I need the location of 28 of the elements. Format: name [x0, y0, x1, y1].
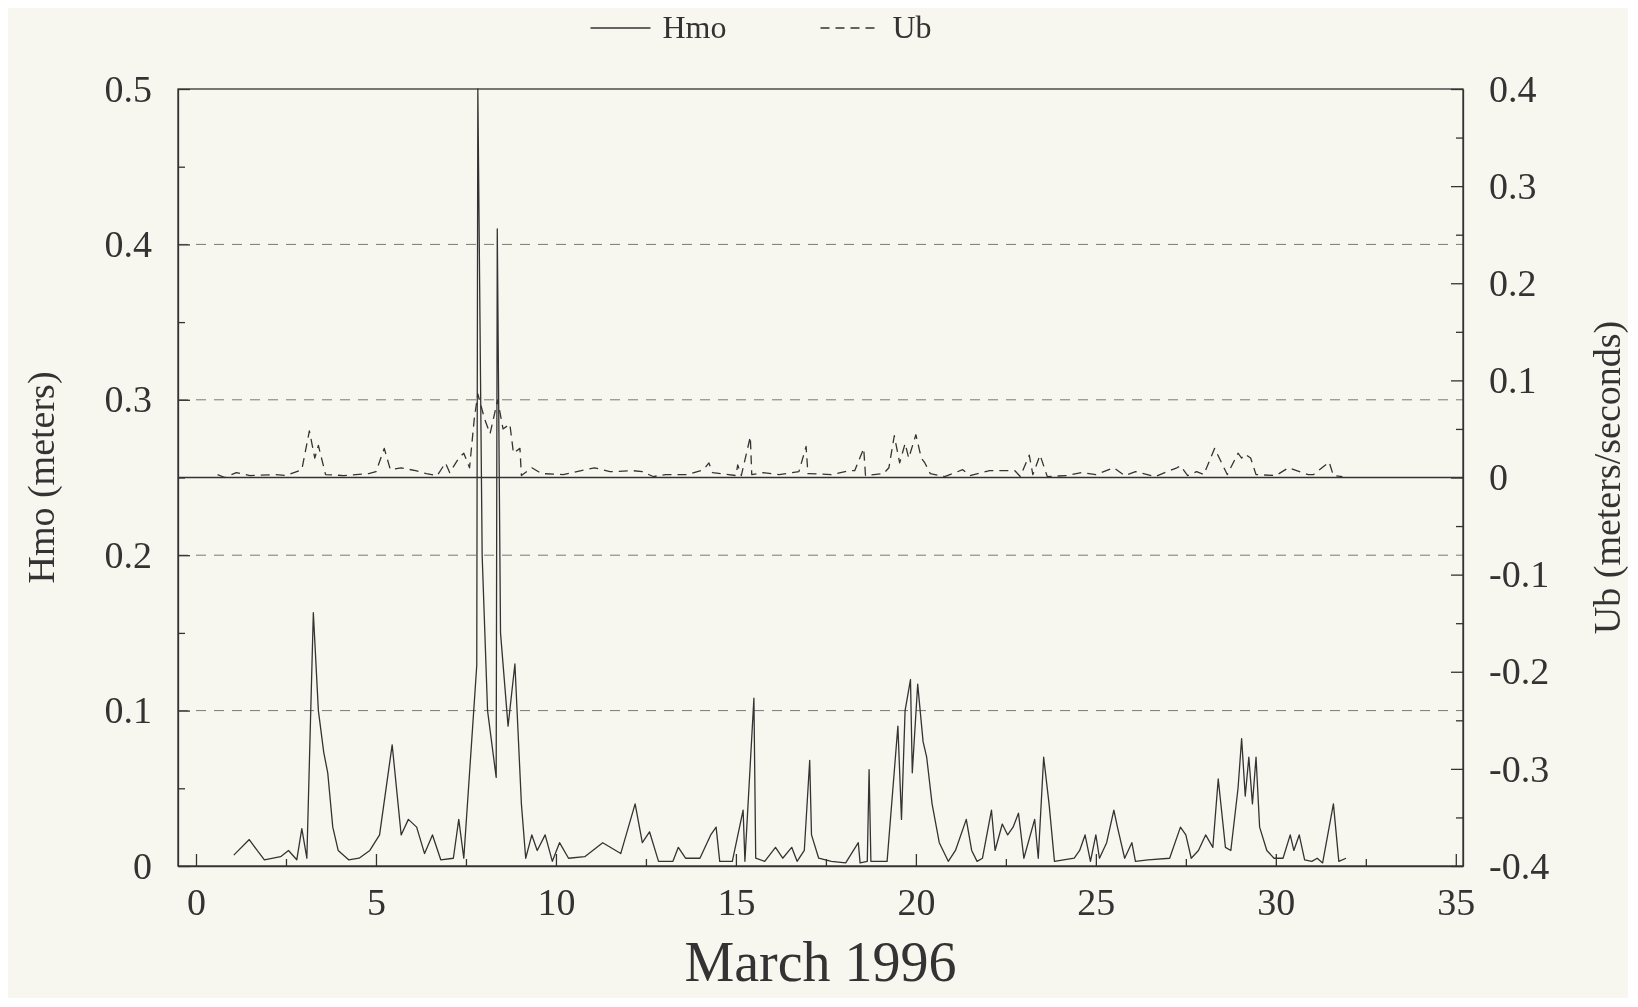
- y2-tick-label: -0.4: [1489, 844, 1550, 887]
- y2-tick-label: 0.1: [1489, 359, 1537, 402]
- y-tick-label: 0.3: [104, 378, 152, 421]
- y-tick-label: 0: [133, 844, 152, 887]
- y-tick-label: 0.2: [104, 533, 152, 576]
- x-tick-label: 35: [1437, 880, 1476, 923]
- y-tick-label: 0.4: [104, 223, 152, 266]
- y2-axis-title: Ub (meters/seconds): [1586, 320, 1629, 635]
- y2-tick-label: -0.3: [1489, 747, 1550, 790]
- legend-label: Ub: [892, 9, 932, 45]
- y2-tick-label: 0.2: [1489, 261, 1537, 304]
- y2-tick-label: -0.1: [1489, 553, 1550, 596]
- y-axis-title: Hmo (meters): [20, 371, 63, 584]
- x-tick-label: 10: [537, 880, 576, 923]
- y2-tick-label: -0.2: [1489, 650, 1550, 693]
- y2-tick-label: 0: [1489, 456, 1508, 499]
- y-tick-label: 0.5: [104, 67, 152, 110]
- x-tick-label: 20: [897, 880, 936, 923]
- y2-tick-label: 0.3: [1489, 164, 1537, 207]
- y-tick-label: 0.1: [104, 689, 152, 732]
- x-tick-label: 25: [1077, 880, 1116, 923]
- legend-label: Hmo: [662, 9, 727, 45]
- x-tick-label: 5: [366, 880, 386, 923]
- x-tick-label: 15: [717, 880, 756, 923]
- x-axis-title: March 1996: [684, 931, 957, 993]
- x-tick-label: 30: [1257, 880, 1296, 923]
- x-tick-label: 0: [187, 880, 206, 923]
- y2-tick-label: 0.4: [1489, 67, 1537, 110]
